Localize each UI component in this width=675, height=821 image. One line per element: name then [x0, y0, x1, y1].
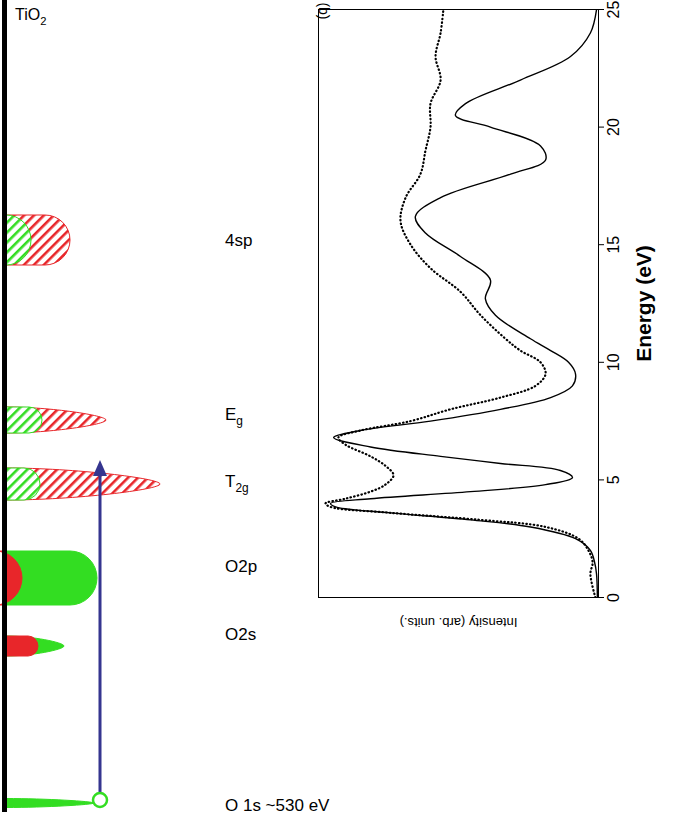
svg-text:20: 20 — [605, 118, 622, 136]
svg-text:O2p: O2p — [225, 557, 257, 576]
svg-text:T2g: T2g — [225, 472, 249, 495]
svg-text:O2s: O2s — [225, 625, 256, 644]
svg-text:TiO2: TiO2 — [15, 6, 46, 27]
svg-text:0: 0 — [605, 593, 622, 602]
svg-text:Eg: Eg — [225, 405, 243, 428]
svg-text:Energy (eV): Energy (eV) — [632, 245, 655, 362]
svg-text:10: 10 — [605, 353, 622, 371]
svg-text:(b): (b) — [316, 2, 332, 19]
svg-text:4sp: 4sp — [225, 231, 252, 250]
svg-text:Intensity (arb. units.): Intensity (arb. units.) — [400, 615, 518, 630]
svg-text:25: 25 — [605, 1, 622, 19]
svg-text:15: 15 — [605, 236, 622, 254]
svg-text:5: 5 — [605, 475, 622, 484]
svg-text:O 1s ~530 eV: O 1s ~530 eV — [225, 796, 330, 815]
